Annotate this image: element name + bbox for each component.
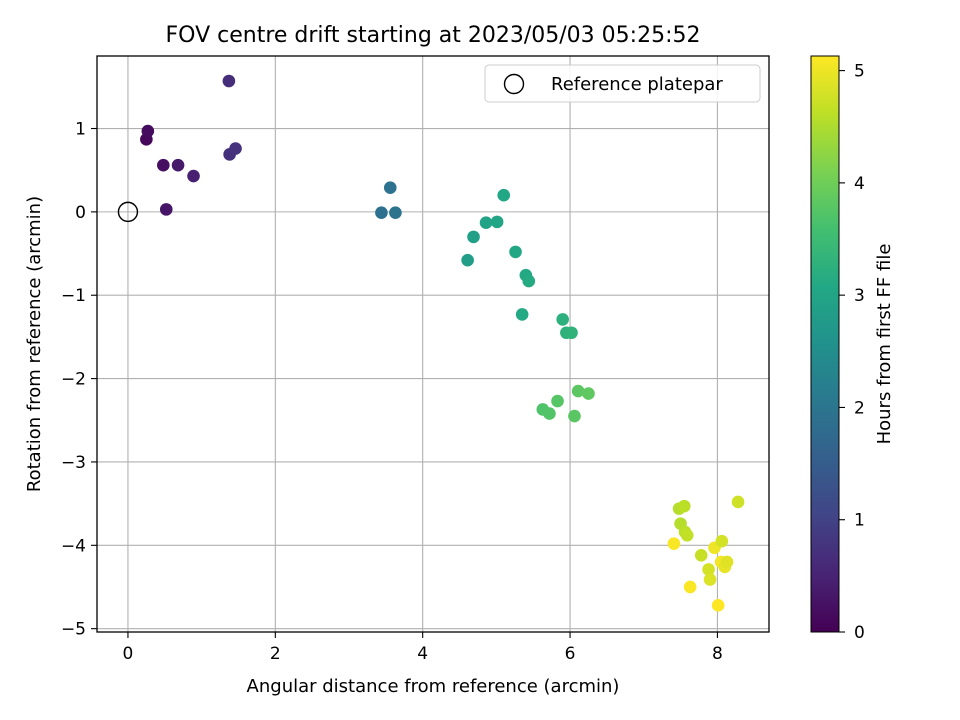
data-point — [157, 158, 170, 172]
data-point — [703, 573, 717, 586]
data-point — [711, 599, 725, 612]
data-point — [461, 253, 474, 267]
x-tick-label: 8 — [712, 644, 723, 664]
colorbar-tick-label: 0 — [854, 623, 865, 643]
x-axis-ticks: 0 2 4 6 8 — [123, 632, 723, 664]
data-point — [515, 308, 529, 321]
x-tick-label: 6 — [565, 644, 576, 664]
scatter-points — [140, 74, 745, 612]
legend: Reference platepar — [484, 64, 761, 103]
x-tick-label: 0 — [123, 644, 134, 664]
data-point — [141, 124, 155, 138]
reference-platepar-point — [117, 201, 139, 223]
x-tick-label: 2 — [270, 644, 281, 664]
x-axis-label: Angular distance from reference (arcmin) — [247, 676, 620, 697]
colorbar-ticks: 0 1 2 3 4 5 — [839, 62, 865, 643]
data-point — [467, 230, 480, 244]
y-tick-label: −2 — [61, 370, 86, 390]
data-point — [582, 387, 595, 400]
data-point — [490, 215, 504, 229]
legend-label-reference: Reference platepar — [551, 74, 723, 95]
data-point — [383, 181, 397, 195]
data-point — [551, 394, 564, 408]
grid-lines — [97, 56, 769, 632]
reference-marker — [117, 201, 139, 223]
y-axis-ticks: 1 0 −1 −2 −3 −4 −5 — [61, 120, 97, 640]
data-point — [720, 555, 734, 569]
data-point — [522, 274, 536, 288]
x-tick-label: 4 — [417, 644, 428, 664]
chart-title: FOV centre drift starting at 2023/05/03 … — [166, 23, 701, 48]
data-point — [680, 529, 694, 542]
colorbar: 0 1 2 3 4 5 Hours from first FF file — [810, 55, 895, 643]
data-point — [509, 245, 522, 259]
colorbar-tick-label: 4 — [854, 174, 865, 194]
colorbar-tick-label: 5 — [854, 62, 865, 82]
legend-marker-reference — [503, 73, 525, 95]
y-tick-label: −3 — [61, 453, 86, 473]
y-axis-label: Rotation from reference (arcmin) — [24, 196, 45, 492]
data-point — [571, 384, 585, 398]
data-point — [667, 537, 681, 550]
y-tick-label: 1 — [75, 120, 86, 140]
data-point — [731, 495, 745, 509]
data-point — [677, 499, 691, 513]
y-tick-label: −5 — [61, 620, 86, 640]
data-point — [568, 409, 581, 423]
data-point — [702, 563, 715, 576]
data-point — [683, 580, 697, 594]
data-point — [715, 534, 729, 548]
colorbar-tick-label: 3 — [854, 286, 865, 306]
data-point — [187, 169, 200, 183]
data-point — [171, 158, 185, 172]
data-point — [375, 206, 388, 220]
data-point — [389, 206, 402, 220]
data-point — [556, 313, 569, 326]
y-tick-label: −4 — [61, 536, 86, 556]
data-point — [565, 326, 578, 340]
data-point — [694, 549, 708, 562]
plot-area-frame — [96, 55, 770, 633]
colorbar-tick-label: 1 — [854, 511, 865, 531]
data-point — [229, 142, 242, 155]
data-point — [497, 188, 511, 202]
data-point — [222, 74, 236, 88]
data-point — [479, 216, 493, 230]
y-tick-label: 0 — [75, 203, 86, 223]
data-point — [543, 407, 556, 420]
y-tick-label: −1 — [61, 286, 86, 306]
legend-box — [484, 64, 761, 103]
colorbar-label: Hours from first FF file — [874, 244, 895, 445]
colorbar-gradient — [810, 55, 840, 633]
data-point — [159, 203, 173, 216]
colorbar-tick-label: 2 — [854, 398, 865, 418]
